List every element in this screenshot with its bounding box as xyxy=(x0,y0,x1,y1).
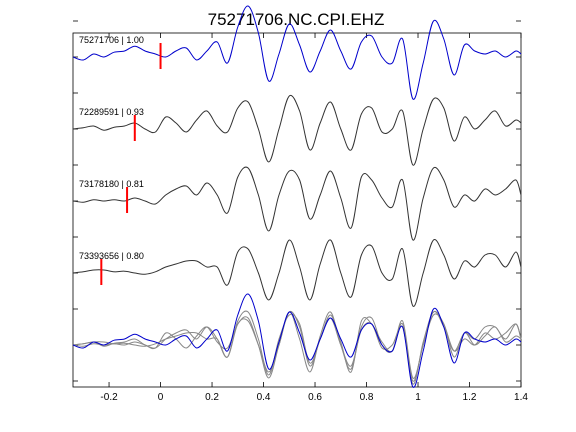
trace-label: 72289591 | 0.93 xyxy=(79,107,144,117)
x-tick-label: -0.2 xyxy=(100,392,118,403)
trace-label: 73393656 | 0.80 xyxy=(79,251,144,261)
trace-label: 73178180 | 0.81 xyxy=(79,179,144,189)
x-tick-label: 0.6 xyxy=(308,392,322,403)
trace-line xyxy=(72,94,522,166)
overlay-trace-line xyxy=(72,310,522,385)
x-tick-label: 0.4 xyxy=(257,392,271,403)
x-tick-label: 1.2 xyxy=(463,392,477,403)
trace-line xyxy=(72,166,522,241)
overlay-trace-line xyxy=(72,293,522,388)
plot-area: -0.2 0 0.2 0.4 0.6 0.8 1 1.2 1.4 75271706 | 1.00 7… xyxy=(72,5,528,403)
trace-label: 75271706 | 1.00 xyxy=(79,35,144,45)
x-tick-label: 0.2 xyxy=(205,392,219,403)
trace-line xyxy=(72,239,522,307)
trace-line xyxy=(72,5,522,100)
x-tick-label: 1.4 xyxy=(514,392,528,403)
x-tick-label: 0 xyxy=(158,392,164,403)
x-tick-label: 1 xyxy=(415,392,421,403)
overlay-trace-line xyxy=(72,310,522,382)
axes-frame xyxy=(72,32,522,388)
chart-title: 75271706.NC.CPI.EHZ xyxy=(208,10,385,29)
x-tick-label: 0.8 xyxy=(360,392,374,403)
